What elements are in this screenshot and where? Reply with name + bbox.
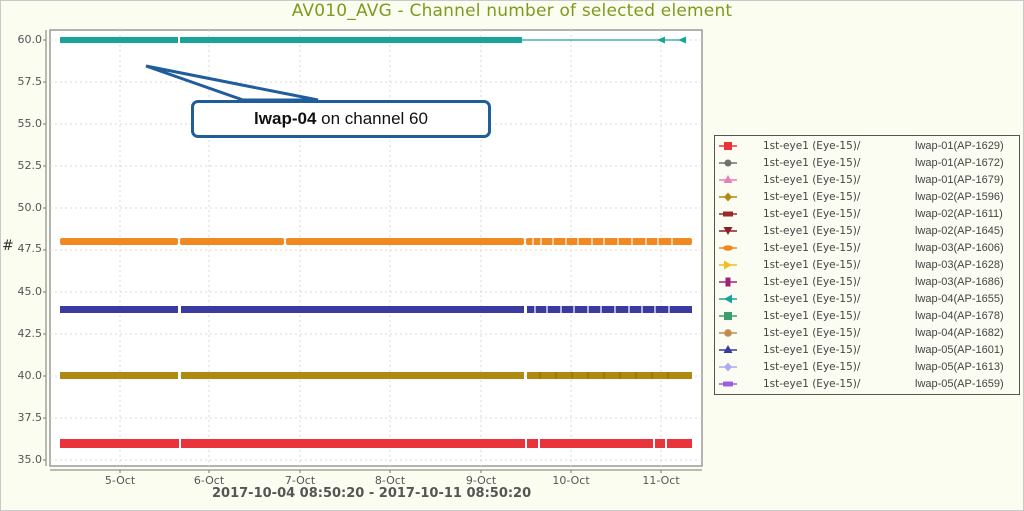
series-channel-44 bbox=[60, 306, 692, 313]
legend-item: 1st-eye1 (Eye-15)/ lwap-01(AP-1672) bbox=[715, 155, 1021, 172]
series-channel-40 bbox=[60, 372, 692, 379]
x-tick-label: 10-Oct bbox=[552, 474, 590, 487]
y-tick-label: 57.5 bbox=[17, 75, 43, 88]
y-tick-label: 52.5 bbox=[17, 159, 43, 172]
callout-text: on channel 60 bbox=[316, 109, 428, 128]
legend-ap-name: lwap-04(AP-1655) bbox=[915, 293, 1004, 305]
legend-item: 1st-eye1 (Eye-15)/ lwap-03(AP-1686) bbox=[715, 274, 1021, 291]
triangle-right-marker-icon bbox=[719, 260, 737, 270]
legend-ap-name: lwap-05(AP-1601) bbox=[915, 344, 1004, 356]
legend-item: 1st-eye1 (Eye-15)/ lwap-04(AP-1682) bbox=[715, 325, 1021, 342]
legend-element-name: 1st-eye1 (Eye-15)/ bbox=[763, 174, 861, 186]
legend-element-name: 1st-eye1 (Eye-15)/ bbox=[763, 378, 861, 390]
legend-element-name: 1st-eye1 (Eye-15)/ bbox=[763, 208, 861, 220]
legend-ap-name: lwap-03(AP-1606) bbox=[915, 242, 1004, 254]
series-channel-36 bbox=[60, 439, 692, 448]
legend-element-name: 1st-eye1 (Eye-15)/ bbox=[763, 276, 861, 288]
y-tick-label: 60.0 bbox=[17, 33, 43, 46]
triangle-down-marker-icon bbox=[719, 227, 737, 235]
x-tick-label: 9-Oct bbox=[465, 474, 497, 487]
legend-item: 1st-eye1 (Eye-15)/ lwap-02(AP-1645) bbox=[715, 223, 1021, 240]
legend-ap-name: lwap-03(AP-1628) bbox=[915, 259, 1004, 271]
legend-item: 1st-eye1 (Eye-15)/ lwap-04(AP-1678) bbox=[715, 308, 1021, 325]
series-channel-48 bbox=[60, 238, 692, 245]
legend-item: 1st-eye1 (Eye-15)/ lwap-03(AP-1606) bbox=[715, 240, 1021, 257]
y-tick-label: 47.5 bbox=[17, 242, 43, 255]
diamond-marker-icon bbox=[719, 362, 737, 372]
y-axis-title: # bbox=[2, 238, 14, 254]
y-tick-label: 42.5 bbox=[17, 327, 43, 340]
y-tick-label: 40.0 bbox=[17, 369, 43, 382]
x-tick-label: 6-Oct bbox=[193, 474, 225, 487]
legend-ap-name: lwap-04(AP-1682) bbox=[915, 327, 1004, 339]
legend-item: 1st-eye1 (Eye-15)/ lwap-01(AP-1629) bbox=[715, 138, 1021, 155]
legend-element-name: 1st-eye1 (Eye-15)/ bbox=[763, 327, 861, 339]
triangle-left-marker-icon bbox=[719, 294, 737, 304]
circle-marker-icon bbox=[719, 329, 737, 337]
legend-item: 1st-eye1 (Eye-15)/ lwap-03(AP-1628) bbox=[715, 257, 1021, 274]
diamond-marker-icon bbox=[719, 192, 737, 202]
legend-element-name: 1st-eye1 (Eye-15)/ bbox=[763, 140, 861, 152]
legend-item: 1st-eye1 (Eye-15)/ lwap-04(AP-1655) bbox=[715, 291, 1021, 308]
x-tick-label: 7-Oct bbox=[284, 474, 316, 487]
y-tick-label: 35.0 bbox=[17, 453, 43, 466]
legend-item: 1st-eye1 (Eye-15)/ lwap-02(AP-1611) bbox=[715, 206, 1021, 223]
y-tick-label: 50.0 bbox=[17, 201, 43, 214]
rectangle-marker-icon bbox=[719, 381, 737, 387]
rectangle-marker-icon bbox=[719, 211, 737, 217]
annotation-callout: lwap-04 on channel 60 bbox=[191, 100, 491, 138]
legend-element-name: 1st-eye1 (Eye-15)/ bbox=[763, 225, 861, 237]
triangle-up-marker-icon bbox=[719, 175, 737, 183]
legend-ap-name: lwap-02(AP-1645) bbox=[915, 225, 1004, 237]
legend-item: 1st-eye1 (Eye-15)/ lwap-05(AP-1601) bbox=[715, 342, 1021, 359]
y-tick-label: 55.0 bbox=[17, 117, 43, 130]
legend: 1st-eye1 (Eye-15)/ lwap-01(AP-1629) 1st-… bbox=[714, 135, 1020, 395]
legend-element-name: 1st-eye1 (Eye-15)/ bbox=[763, 310, 861, 322]
chart-title: AV010_AVG - Channel number of selected e… bbox=[291, 1, 733, 21]
callout-bold-text: lwap-04 bbox=[254, 109, 317, 128]
x-axis-range-label: 2017-10-04 08:50:20 - 2017-10-11 08:50:2… bbox=[212, 486, 532, 501]
legend-ap-name: lwap-01(AP-1679) bbox=[915, 174, 1004, 186]
legend-ap-name: lwap-04(AP-1678) bbox=[915, 310, 1004, 322]
legend-element-name: 1st-eye1 (Eye-15)/ bbox=[763, 344, 861, 356]
legend-ap-name: lwap-02(AP-1596) bbox=[915, 191, 1004, 203]
legend-element-name: 1st-eye1 (Eye-15)/ bbox=[763, 259, 861, 271]
legend-ap-name: lwap-01(AP-1672) bbox=[915, 157, 1004, 169]
legend-item: 1st-eye1 (Eye-15)/ lwap-05(AP-1659) bbox=[715, 376, 1021, 393]
circle-marker-icon bbox=[719, 159, 737, 167]
legend-element-name: 1st-eye1 (Eye-15)/ bbox=[763, 157, 861, 169]
ellipse-marker-icon bbox=[719, 245, 737, 251]
y-tick-label: 45.0 bbox=[17, 285, 43, 298]
legend-element-name: 1st-eye1 (Eye-15)/ bbox=[763, 191, 861, 203]
y-tick-label: 37.5 bbox=[17, 411, 43, 424]
x-tick-label: 11-Oct bbox=[642, 474, 680, 487]
square-marker-icon bbox=[719, 142, 737, 150]
square-marker-icon bbox=[719, 312, 737, 320]
legend-element-name: 1st-eye1 (Eye-15)/ bbox=[763, 293, 861, 305]
legend-ap-name: lwap-01(AP-1629) bbox=[915, 140, 1004, 152]
legend-ap-name: lwap-02(AP-1611) bbox=[915, 208, 1003, 220]
legend-element-name: 1st-eye1 (Eye-15)/ bbox=[763, 242, 861, 254]
x-tick-label: 8-Oct bbox=[374, 474, 406, 487]
legend-ap-name: lwap-05(AP-1613) bbox=[915, 361, 1004, 373]
legend-item: 1st-eye1 (Eye-15)/ lwap-02(AP-1596) bbox=[715, 189, 1021, 206]
legend-item: 1st-eye1 (Eye-15)/ lwap-05(AP-1613) bbox=[715, 359, 1021, 376]
legend-ap-name: lwap-03(AP-1686) bbox=[915, 276, 1004, 288]
series-channel-60 bbox=[60, 36, 686, 44]
legend-element-name: 1st-eye1 (Eye-15)/ bbox=[763, 361, 861, 373]
triangle-up-marker-icon bbox=[719, 345, 737, 353]
x-tick-label: 5-Oct bbox=[104, 474, 136, 487]
legend-ap-name: lwap-05(AP-1659) bbox=[915, 378, 1004, 390]
legend-item: 1st-eye1 (Eye-15)/ lwap-01(AP-1679) bbox=[715, 172, 1021, 189]
rectangle-vertical-marker-icon bbox=[719, 277, 737, 287]
